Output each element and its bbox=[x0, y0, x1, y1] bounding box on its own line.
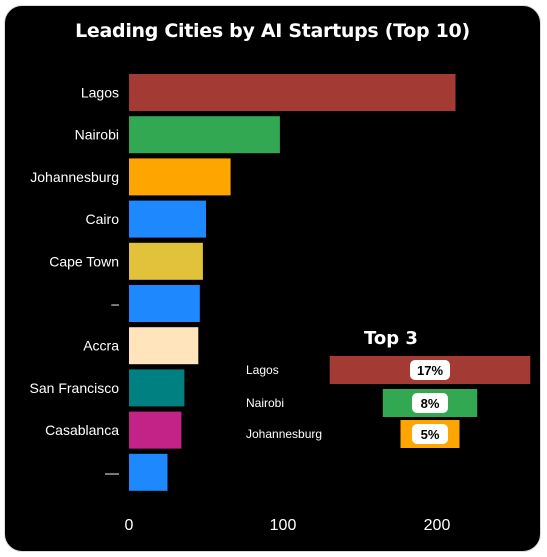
value-label-box bbox=[412, 393, 448, 413]
category-label: Lagos bbox=[81, 85, 119, 101]
category-label: – bbox=[111, 296, 119, 312]
bar bbox=[129, 411, 182, 449]
category-label: Casablanca bbox=[45, 422, 119, 438]
value-label-box bbox=[410, 360, 450, 380]
x-tick-label: 100 bbox=[270, 517, 297, 534]
bar bbox=[129, 369, 185, 407]
bar bbox=[129, 200, 206, 238]
category-label: Cape Town bbox=[49, 253, 119, 269]
bar bbox=[129, 285, 200, 322]
chart-title: Leading Cities by AI Startups (Top 10) bbox=[75, 20, 470, 42]
value-label: 5% bbox=[421, 427, 440, 442]
x-tick-label: 200 bbox=[424, 517, 451, 534]
bar bbox=[129, 74, 456, 111]
inset-title: Top 3 bbox=[364, 328, 418, 349]
funnel-category-label: Lagos bbox=[246, 363, 279, 377]
bar bbox=[129, 158, 231, 196]
bar bbox=[129, 453, 168, 491]
funnel-category-label: Nairobi bbox=[246, 396, 284, 410]
category-label: Cairo bbox=[86, 211, 120, 227]
category-label: Accra bbox=[83, 338, 119, 354]
x-tick-label: 0 bbox=[125, 517, 134, 534]
chart-card: Leading Cities by AI Startups (Top 10) L… bbox=[4, 5, 541, 552]
value-label: 17% bbox=[417, 363, 443, 378]
bar bbox=[129, 242, 203, 280]
value-label-box bbox=[412, 424, 448, 444]
funnel-category-label: Johannesburg bbox=[246, 427, 322, 441]
category-label: San Francisco bbox=[30, 380, 120, 396]
chart-canvas: Lagos Nairobi Johannesburg Cairo Cape Town – A… bbox=[30, 74, 531, 534]
value-label: 8% bbox=[421, 396, 440, 411]
category-label: Johannesburg bbox=[30, 169, 119, 185]
category-label: — bbox=[105, 464, 119, 480]
bar bbox=[129, 327, 199, 365]
category-label: Nairobi bbox=[75, 127, 119, 143]
bar bbox=[129, 116, 280, 154]
